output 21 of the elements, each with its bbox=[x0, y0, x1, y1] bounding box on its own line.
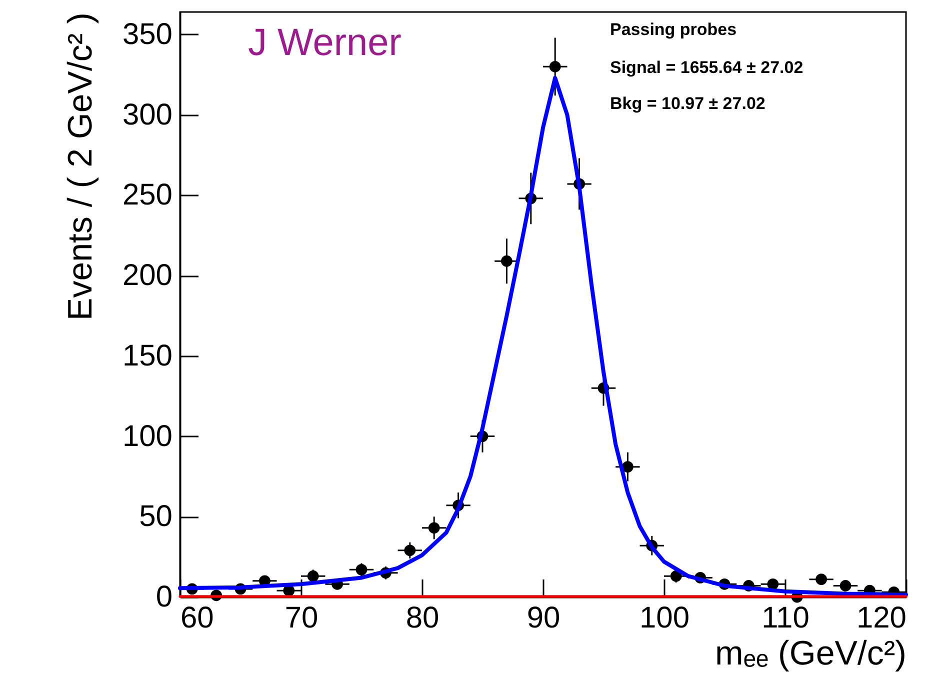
x-tick-label: 110 bbox=[762, 602, 810, 634]
y-tick-label: 300 bbox=[122, 98, 172, 132]
x-axis-title: mₑₑ (GeV/c²) bbox=[715, 634, 906, 672]
x-tick-label: 80 bbox=[406, 602, 440, 634]
y-axis-title: Events / ( 2 GeV/c² ) bbox=[61, 12, 100, 320]
y-tick-label: 200 bbox=[122, 259, 172, 292]
y-tick-label: 0 bbox=[156, 580, 172, 614]
x-tick-label: 90 bbox=[526, 602, 560, 634]
y-tick-label: 150 bbox=[122, 339, 172, 372]
annotation: Bkg = 10.97 ± 27.02 bbox=[610, 94, 766, 113]
y-tick-label: 100 bbox=[122, 420, 172, 453]
x-tick-label: 70 bbox=[284, 602, 318, 634]
y-tick-label: 50 bbox=[139, 500, 172, 534]
annotation: J Werner bbox=[248, 22, 402, 64]
y-tick-label: 250 bbox=[122, 178, 172, 212]
x-tick-label: 60 bbox=[180, 602, 214, 634]
annotation: Passing probes bbox=[610, 20, 737, 39]
y-tick-label: 350 bbox=[122, 18, 172, 51]
x-tick-label: 120 bbox=[856, 602, 906, 634]
x-tick-label: 100 bbox=[639, 602, 690, 634]
annotation: Signal = 1655.64 ± 27.02 bbox=[610, 58, 804, 77]
